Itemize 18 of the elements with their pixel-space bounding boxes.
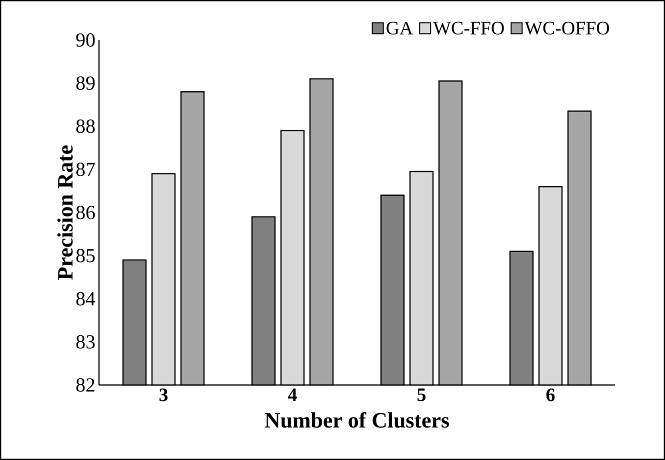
x-tick-label: 4 (288, 388, 297, 401)
y-tick-label: 85 (76, 248, 95, 262)
legend-label: WC-FFO (433, 22, 504, 35)
y-tick-label: 86 (76, 206, 95, 220)
x-tick-label: 5 (418, 388, 426, 402)
y-tick-label: 84 (76, 292, 96, 306)
y-axis-title: Precision Rate (57, 145, 73, 280)
x-tick-label: 6 (546, 388, 555, 402)
legend-label: GA (386, 22, 413, 35)
y-tick-label: 88 (76, 120, 95, 133)
y-tick-label: 89 (76, 76, 95, 90)
y-tick-label: 90 (76, 33, 95, 47)
x-tick-label: 3 (159, 388, 168, 402)
y-tick-label: 87 (76, 162, 95, 176)
x-axis-title: Number of Clusters (264, 412, 449, 428)
legend-label: WC-OFFO (524, 22, 610, 35)
y-tick-label: 82 (76, 378, 94, 392)
y-tick-label: 83 (76, 335, 95, 349)
